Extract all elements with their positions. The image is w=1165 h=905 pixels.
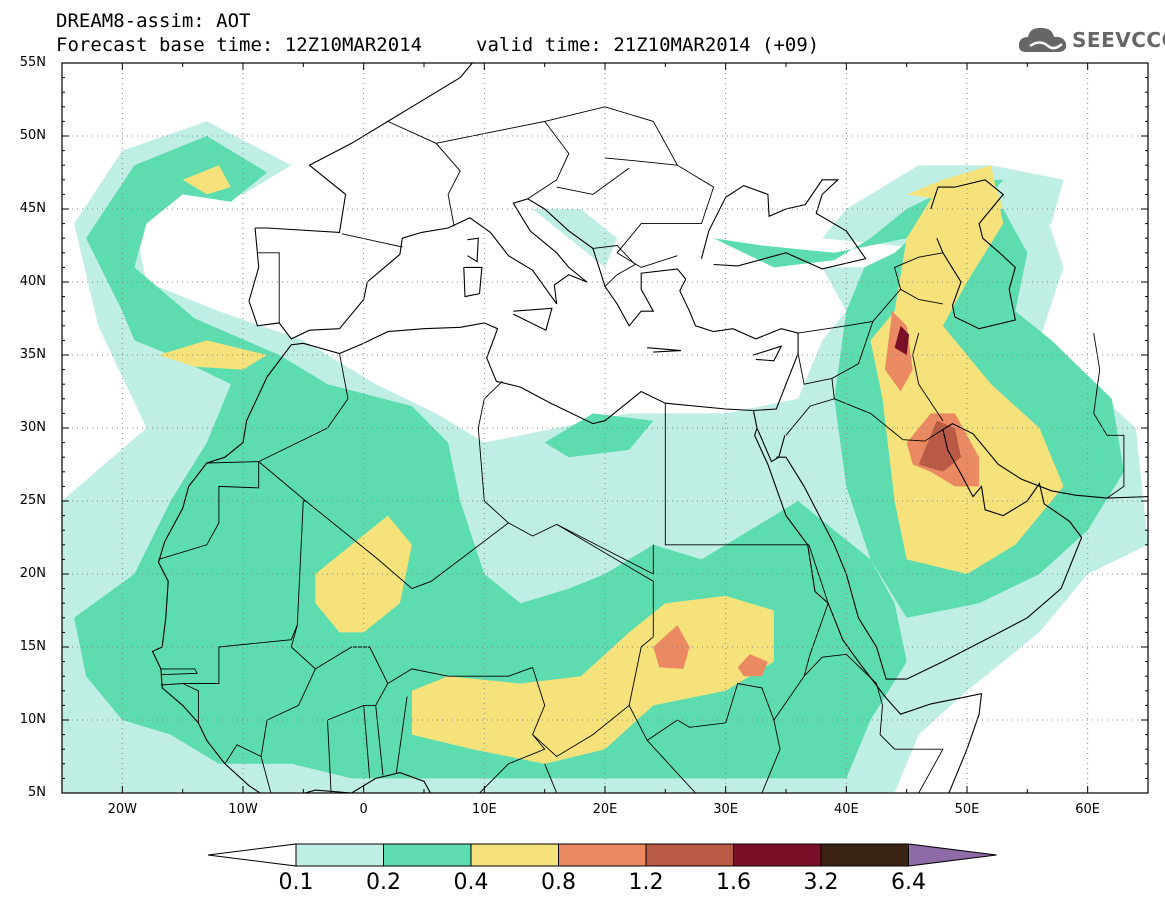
coastline	[752, 410, 983, 793]
lon-label: 10W	[228, 802, 258, 817]
country-border	[785, 378, 835, 436]
colorbar-label: 3.2	[803, 870, 839, 895]
country-border	[478, 667, 546, 793]
country-border	[477, 427, 509, 524]
country-border	[592, 245, 636, 287]
coastline	[302, 772, 432, 793]
country-border	[258, 353, 349, 463]
country-border	[803, 653, 877, 684]
country-border	[327, 719, 332, 793]
country-border	[363, 705, 371, 779]
coastline	[463, 266, 483, 298]
country-border	[556, 523, 654, 575]
seevccc-logo: SEEVCCC	[1016, 22, 1165, 58]
forecast-times: Forecast base time: 12Z10MAR2014 valid ti…	[56, 34, 819, 56]
lat-label: 25N	[19, 493, 46, 508]
lat-label: 45N	[19, 201, 46, 216]
country-border	[160, 647, 220, 686]
lat-label: 30N	[19, 420, 46, 435]
logo-text: SEEVCCC	[1072, 28, 1165, 52]
lat-label: 20N	[19, 566, 46, 581]
aot-0.8-darfur	[653, 625, 690, 669]
country-border	[224, 744, 262, 765]
lon-label: 50E	[954, 802, 980, 817]
lat-label: 10N	[19, 712, 46, 727]
country-border	[773, 675, 805, 721]
aot-field	[62, 63, 1148, 793]
colorbar-label: 0.8	[541, 870, 576, 895]
aot-0.1-adriatic	[532, 209, 618, 268]
coastline	[255, 63, 473, 233]
lat-label: 35N	[19, 347, 46, 362]
country-border	[876, 683, 944, 793]
coastline	[151, 198, 799, 793]
lon-label: 30E	[713, 802, 739, 817]
lat-label: 15N	[19, 639, 46, 654]
coastline	[513, 307, 553, 331]
country-border	[604, 157, 678, 166]
country-border	[436, 120, 570, 200]
coastline	[467, 237, 479, 263]
lon-label: 60E	[1075, 802, 1101, 817]
coastline	[647, 347, 682, 353]
country-border	[387, 666, 533, 684]
colorbar-label: 6.4	[891, 870, 926, 895]
colorbar-label: 0.1	[278, 870, 314, 895]
country-border	[182, 683, 199, 723]
country-border	[646, 682, 781, 793]
country-border	[834, 398, 944, 442]
chart-title: DREAM8-assim: AOT	[56, 10, 251, 32]
country-border	[664, 403, 809, 546]
country-border	[375, 705, 384, 776]
country-border	[544, 763, 558, 793]
base-time: Forecast base time: 12Z10MAR2014	[56, 34, 423, 56]
country-border	[160, 668, 198, 676]
colorbar-label: 1.2	[628, 870, 664, 895]
valid-time: valid time: 21Z10MAR2014 (+09)	[476, 34, 820, 56]
lon-label: 20E	[592, 802, 618, 817]
country-border	[395, 696, 408, 775]
lat-label: 40N	[19, 274, 46, 289]
coastline	[776, 422, 1148, 680]
lat-label: 55N	[19, 55, 46, 70]
coastline	[756, 427, 786, 463]
coastline	[753, 345, 783, 362]
aot-1.2-kuwait	[918, 420, 961, 472]
colorbar-label: 1.6	[716, 870, 751, 895]
aot-0.4-gulf	[870, 165, 1064, 574]
country-border	[387, 120, 461, 227]
country-border	[257, 252, 280, 323]
cloud-icon	[1018, 27, 1067, 52]
aot-1.6-iraq	[894, 325, 910, 355]
lat-label: 50N	[19, 128, 46, 143]
lon-label: 20W	[107, 802, 138, 817]
country-border	[544, 106, 715, 268]
country-border	[803, 544, 829, 677]
aot-0.2-libya	[544, 413, 654, 458]
lon-label: 40E	[833, 802, 859, 817]
country-border	[628, 636, 654, 706]
aot-0.8-kordofan	[737, 654, 768, 677]
coastline	[700, 179, 867, 270]
lon-label: 0	[359, 802, 368, 817]
lat-label: 5N	[28, 785, 46, 800]
country-border	[258, 461, 654, 637]
colorbar-label: 0.4	[453, 870, 489, 895]
colorbar-label: 0.2	[366, 870, 401, 895]
country-border	[341, 233, 403, 248]
country-border	[477, 380, 503, 429]
country-border	[900, 288, 943, 305]
coastline	[930, 179, 1016, 330]
lon-label: 10E	[471, 802, 497, 817]
country-border	[532, 704, 696, 793]
country-border	[912, 332, 944, 421]
country-border	[556, 167, 630, 195]
aot-0.4-atlantic	[182, 165, 231, 195]
country-border	[1093, 333, 1125, 499]
